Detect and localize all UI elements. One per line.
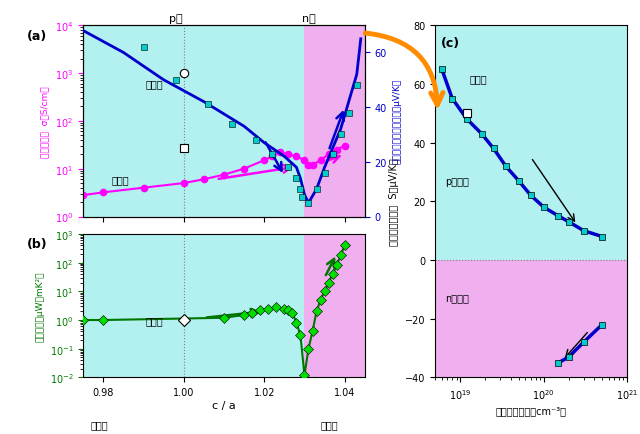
Text: 引張歪: 引張歪: [90, 420, 108, 430]
Y-axis label: 出力因子（μW／mK²）: 出力因子（μW／mK²）: [35, 271, 44, 341]
Bar: [305, 26, 365, 217]
Text: バルク: バルク: [145, 79, 163, 89]
Text: n型: n型: [301, 14, 316, 24]
Text: (b): (b): [27, 237, 47, 250]
Y-axis label: ゼーベック係数  S（μV/K）: ゼーベック係数 S（μV/K）: [389, 158, 399, 246]
X-axis label: c / a: c / a: [212, 400, 236, 410]
Y-axis label: 電気伝導率  σ（S/cm）: 電気伝導率 σ（S/cm）: [40, 86, 49, 157]
Text: p型領域: p型領域: [445, 176, 468, 186]
Bar: [83, 26, 305, 217]
Text: バルク: バルク: [470, 74, 488, 84]
Y-axis label: ゼーベック係数｜Ｓ｜（μV/K）: ゼーベック係数｜Ｓ｜（μV/K）: [392, 79, 401, 164]
Bar: [83, 234, 305, 378]
X-axis label: キャリア濃度（cm⁻³）: キャリア濃度（cm⁻³）: [496, 405, 566, 415]
Text: (c): (c): [441, 36, 460, 49]
Text: 圧縮歪: 圧縮歪: [321, 420, 339, 430]
Text: n型領域: n型領域: [445, 292, 468, 302]
Bar: [435, 26, 627, 260]
Text: (a): (a): [27, 30, 47, 43]
Bar: [435, 260, 627, 378]
Bar: [305, 234, 365, 378]
Text: バルク: バルク: [145, 315, 163, 325]
Text: p型: p型: [170, 14, 183, 24]
Text: バルク: バルク: [111, 174, 129, 184]
